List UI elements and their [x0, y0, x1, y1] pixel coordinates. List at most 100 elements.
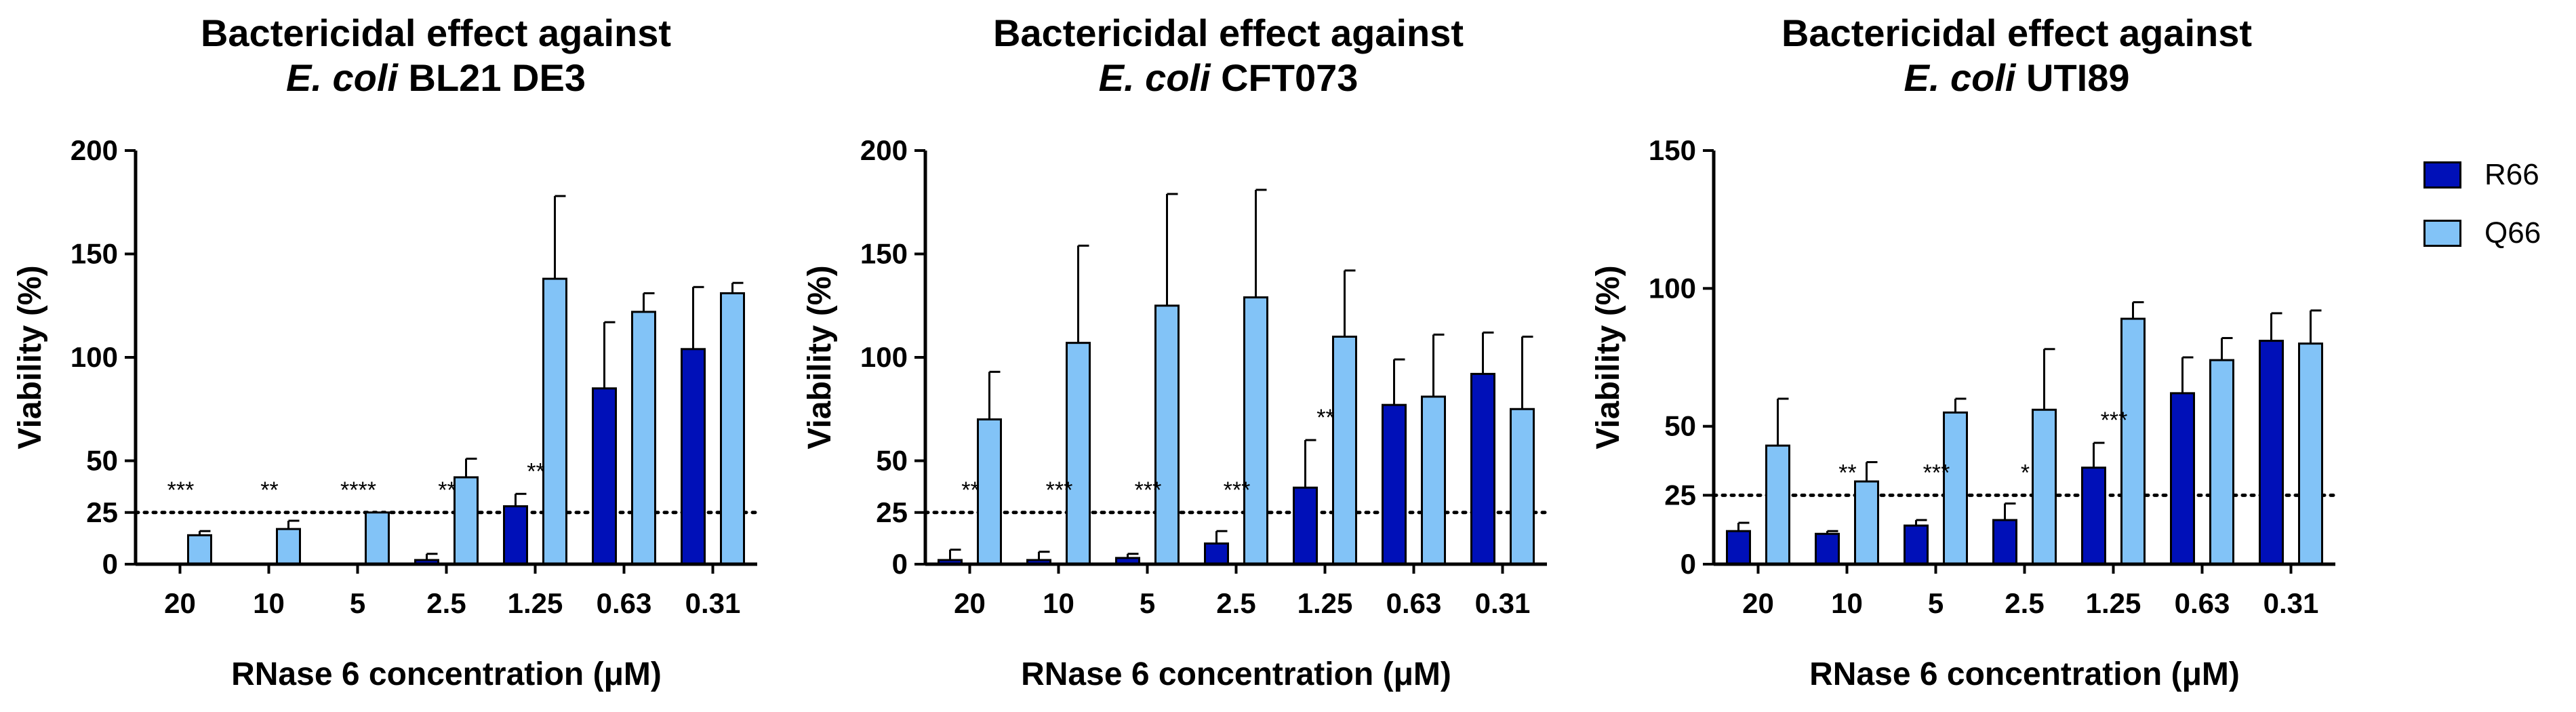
- legend-swatch-r66: [2423, 161, 2461, 189]
- panel-3-bar-q66-1: [1854, 480, 1879, 566]
- panel-1-xtick-label-6: 0.31: [685, 587, 741, 619]
- legend-label-q66: Q66: [2484, 216, 2541, 250]
- panel-3-bar-r66-2: [1904, 524, 1929, 566]
- panel-1-ytick-label-4: 150: [71, 238, 118, 270]
- panel-title-1-line2: E. coli BL21 DE3: [131, 56, 741, 100]
- panel-title-1-strain: BL21 DE3: [397, 56, 586, 99]
- legend-swatch-q66: [2423, 220, 2461, 247]
- panel-1-bar-r66-4: [503, 505, 528, 566]
- panel-2-bar-r66-5: [1382, 403, 1407, 566]
- panel-3-significance-3: *: [2021, 460, 2030, 486]
- panel-title-1-line1: Bactericidal effect against: [200, 12, 672, 54]
- panel-2-xtick-label-5: 0.63: [1386, 587, 1442, 619]
- panel-1-bar-q66-3: [454, 476, 479, 566]
- panel-3-plot: 20 ** 10 *** 5 * 2.5 *** 1.25 0.63 0.31 0 25 50 100 150…: [1590, 134, 2337, 692]
- panel-1-ytick-label-1: 25: [86, 496, 118, 528]
- panel-3-y-axis-title: Viability (%): [1590, 265, 1626, 449]
- panel-3-bar-r66-3: [1992, 519, 2017, 566]
- panel-title-2-species: E. coli: [1098, 56, 1211, 99]
- panel-title-2-line1: Bactericidal effect against: [992, 12, 1464, 54]
- panel-title-2-strain: CFT073: [1210, 56, 1359, 99]
- panel-3-bar-q66-2: [1943, 411, 1968, 566]
- panel-3-bar-q66-0: [1765, 444, 1790, 566]
- panel-3-xtick-label-2: 5: [1928, 587, 1944, 619]
- panel-1-ytick-label-3: 100: [71, 341, 118, 373]
- panel-3-xtick-label-3: 2.5: [2005, 587, 2044, 619]
- panel-3-bar-r66-4: [2081, 467, 2106, 566]
- panel-1-ytick-label-0: 0: [102, 548, 118, 580]
- panel-1-significance-3: **: [438, 477, 456, 503]
- panel-1-significance-0: ***: [167, 477, 195, 503]
- panel-2-significance-1: ***: [1046, 477, 1073, 503]
- panel-3-significance-1: **: [1838, 460, 1856, 486]
- panel-3-significance-2: ***: [1923, 460, 1950, 486]
- panel-title-2: Bactericidal effect against E. coli CFT0…: [923, 11, 1533, 100]
- panel-title-3-line1: Bactericidal effect against: [1781, 12, 2253, 54]
- panel-1-bar-r66-6: [681, 348, 706, 566]
- panel-1-bar-r66-5: [592, 387, 617, 566]
- panel-2-bar-r66-4: [1293, 486, 1318, 566]
- panel-1-xtick-label-2: 5: [350, 587, 365, 619]
- panel-title-3-species: E. coli: [1904, 56, 2016, 99]
- panel-2-significance-0: **: [961, 477, 979, 503]
- panel-2-xtick-label-3: 2.5: [1216, 587, 1255, 619]
- panel-3-bar-q66-3: [2032, 408, 2057, 566]
- panel-1-ytick-label-2: 50: [86, 445, 118, 477]
- panel-3-significance-4: ***: [2101, 408, 2128, 433]
- panel-3-ytick-label-1: 25: [1664, 479, 1696, 511]
- panel-1-bar-q66-4: [542, 277, 567, 566]
- panel-1-significance-2: ****: [340, 477, 376, 503]
- panel-3-ytick-label-3: 100: [1649, 272, 1696, 304]
- panel-2-ytick-label-1: 25: [876, 496, 908, 528]
- panel-2-ytick-label-4: 150: [860, 238, 908, 270]
- panel-1-bar-q66-6: [720, 292, 745, 566]
- panel-3-ytick-label-4: 150: [1649, 134, 1696, 166]
- panel-2-significance-4: **: [1316, 405, 1334, 431]
- panel-2-bar-q66-4: [1332, 336, 1357, 566]
- panel-1-bar-q66-2: [365, 511, 390, 566]
- panel-1-xtick-label-4: 1.25: [508, 587, 563, 619]
- panel-1-xtick-label-5: 0.63: [597, 587, 652, 619]
- panel-1-xtick-label-3: 2.5: [426, 587, 466, 619]
- panel-2-bar-q66-2: [1154, 304, 1180, 566]
- panel-2-ytick-label-0: 0: [892, 548, 908, 580]
- panel-2-significance-3: ***: [1224, 477, 1251, 503]
- panel-2-bar-r66-6: [1470, 372, 1495, 566]
- panel-title-3-strain: UTI89: [2015, 56, 2130, 99]
- panel-2-x-axis-title: RNase 6 concentration (μM): [1021, 656, 1451, 692]
- legend-label-r66: R66: [2484, 158, 2539, 191]
- panel-2-ytick-label-2: 50: [876, 445, 908, 477]
- panel-2-xtick-label-4: 1.25: [1297, 587, 1353, 619]
- panel-2-y-axis-title: Viability (%): [802, 265, 838, 449]
- panel-2-significance-2: ***: [1135, 477, 1162, 503]
- panel-2-xtick-label-1: 10: [1043, 587, 1074, 619]
- panel-3-bar-q66-4: [2120, 317, 2146, 566]
- panel-1-y-axis-title: Viability (%): [12, 265, 48, 449]
- panel-3-x-axis-title: RNase 6 concentration (μM): [1809, 656, 2240, 692]
- panel-2-xtick-label-2: 5: [1140, 587, 1155, 619]
- panel-title-2-line2: E. coli CFT073: [923, 56, 1533, 100]
- panel-3-ytick-label-0: 0: [1681, 548, 1696, 580]
- panel-3-xtick-label-4: 1.25: [2086, 587, 2141, 619]
- panel-2-xtick-label-0: 20: [954, 587, 986, 619]
- panel-title-1: Bactericidal effect against E. coli BL21…: [131, 11, 741, 100]
- panel-2-bar-q66-1: [1066, 342, 1091, 566]
- panel-2-bar-q66-0: [977, 418, 1002, 566]
- panel-2-xtick-label-6: 0.31: [1475, 587, 1531, 619]
- panel-1-bar-q66-1: [276, 528, 301, 566]
- panel-2-plot: ** 20 *** 10 *** 5 *** 2.5 ** 1.25 0.63 0.31 0 25 50 10…: [802, 134, 1549, 692]
- panel-1-ytick-label-5: 200: [71, 134, 118, 166]
- panel-3-xtick-label-5: 0.63: [2175, 587, 2230, 619]
- panel-3-bar-r66-5: [2170, 392, 2195, 566]
- panel-title-1-species: E. coli: [286, 56, 398, 99]
- panel-2-ytick-label-5: 200: [860, 134, 908, 166]
- panel-1-bar-q66-0: [187, 534, 212, 566]
- panel-3-bar-r66-0: [1726, 530, 1751, 566]
- panel-3-bar-q66-5: [2209, 359, 2234, 566]
- panel-1-plot: *** 20 ** 10 **** 5 ** 2.5 ** 1.25 0.63 0.31 0 25 50 10…: [12, 134, 759, 692]
- panel-3-ytick-label-2: 50: [1664, 410, 1696, 442]
- panel-3-xtick-label-1: 10: [1831, 587, 1863, 619]
- panel-1-significance-4: **: [527, 458, 544, 484]
- panel-1-significance-1: **: [260, 477, 278, 503]
